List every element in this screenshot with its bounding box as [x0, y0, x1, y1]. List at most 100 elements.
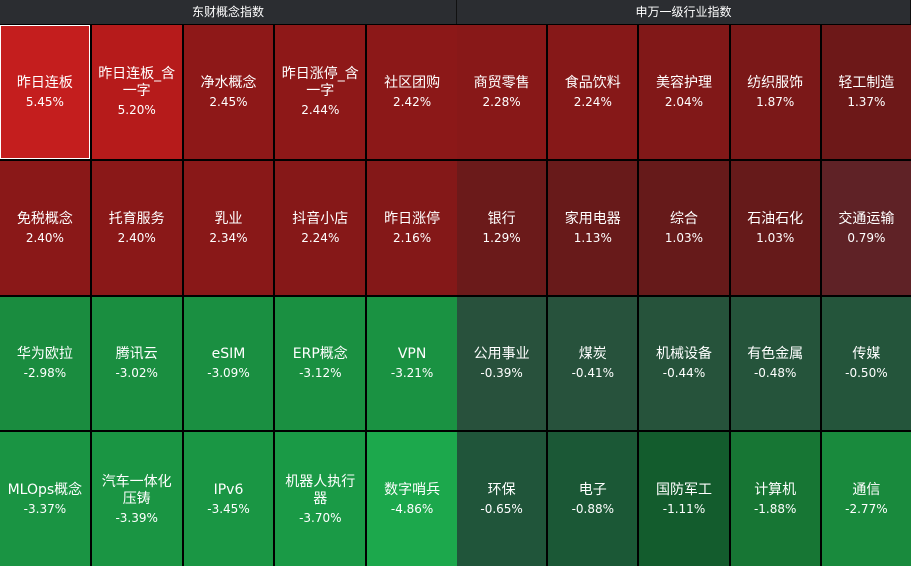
- tile-name: 美容护理: [655, 74, 712, 91]
- industry-tile[interactable]: 美容护理 2.04%: [639, 25, 729, 159]
- industry-tile[interactable]: 传媒 -0.50%: [821, 296, 911, 431]
- concept-tile[interactable]: 汽车一体化压铸 -3.39%: [91, 432, 182, 566]
- tile-change-percent: -3.02%: [115, 366, 158, 381]
- tile-name: 托育服务: [108, 210, 165, 227]
- concept-tile[interactable]: 净水概念 2.45%: [183, 25, 274, 159]
- industry-tile[interactable]: 公用事业 -0.39%: [457, 296, 547, 431]
- concept-tile[interactable]: 社区团购 2.42%: [367, 25, 457, 159]
- industry-tile[interactable]: 计算机 -1.88%: [730, 432, 820, 566]
- industry-tile[interactable]: 综合 1.03%: [639, 160, 729, 295]
- tile-name: 乳业: [214, 210, 243, 227]
- concept-tile[interactable]: 机器人执行器 -3.70%: [275, 432, 366, 566]
- concept-tile[interactable]: MLOps概念 -3.37%: [0, 432, 90, 566]
- tile-name: 社区团购: [384, 74, 441, 91]
- tile-name: 昨日连板_含一字: [98, 66, 176, 100]
- industry-tile[interactable]: 煤炭 -0.41%: [548, 296, 638, 431]
- tile-name: 计算机: [754, 482, 797, 499]
- tile-name: 通信: [852, 482, 881, 499]
- tile-change-percent: 1.13%: [573, 230, 612, 245]
- concept-tile[interactable]: 昨日连板 5.45%: [0, 25, 90, 159]
- tile-change-percent: 1.03%: [756, 230, 795, 245]
- concept-tile[interactable]: eSIM -3.09%: [183, 296, 274, 431]
- tile-change-percent: 2.16%: [393, 230, 432, 245]
- tile-change-percent: -0.48%: [753, 366, 797, 381]
- industry-tile[interactable]: 纺织服饰 1.87%: [730, 25, 820, 159]
- tile-name: 纺织服饰: [747, 74, 804, 91]
- tile-change-percent: 2.45%: [209, 94, 248, 109]
- industry-tile[interactable]: 食品饮料 2.24%: [548, 25, 638, 159]
- tile-change-percent: -1.88%: [753, 502, 797, 517]
- tile-change-percent: 2.40%: [117, 230, 156, 245]
- tile-change-percent: 2.24%: [301, 230, 340, 245]
- tile-change-percent: -3.70%: [299, 510, 342, 525]
- industry-tile[interactable]: 有色金属 -0.48%: [730, 296, 820, 431]
- tile-change-percent: 1.37%: [847, 94, 886, 109]
- industry-tile[interactable]: 国防军工 -1.11%: [639, 432, 729, 566]
- industry-tile[interactable]: 机械设备 -0.44%: [639, 296, 729, 431]
- tile-name: 有色金属: [747, 346, 804, 363]
- tile-change-percent: 2.40%: [25, 230, 64, 245]
- tile-change-percent: 5.20%: [117, 103, 156, 118]
- concept-tile[interactable]: IPv6 -3.45%: [183, 432, 274, 566]
- tile-name: 昨日连板: [16, 74, 73, 91]
- concept-tile[interactable]: VPN -3.21%: [367, 296, 457, 431]
- concept-tile[interactable]: 华为欧拉 -2.98%: [0, 296, 90, 431]
- tile-change-percent: 2.44%: [301, 103, 340, 118]
- industry-tile[interactable]: 电子 -0.88%: [548, 432, 638, 566]
- industry-tile[interactable]: 交通运输 0.79%: [821, 160, 911, 295]
- concept-tile[interactable]: 抖音小店 2.24%: [275, 160, 366, 295]
- tile-name: 公用事业: [473, 346, 530, 363]
- tile-change-percent: -3.09%: [207, 366, 250, 381]
- tile-change-percent: -0.50%: [845, 366, 888, 381]
- tile-name: 电子: [578, 482, 607, 499]
- tile-name: 昨日涨停: [384, 210, 441, 227]
- concept-tile[interactable]: 托育服务 2.40%: [91, 160, 182, 295]
- tile-change-percent: -0.39%: [480, 366, 523, 381]
- industry-tile[interactable]: 通信 -2.77%: [821, 432, 911, 566]
- concept-tile[interactable]: 昨日连板_含一字 5.20%: [91, 25, 182, 159]
- tile-change-percent: 2.42%: [393, 94, 432, 109]
- tile-change-percent: -0.88%: [571, 502, 615, 517]
- industry-tile[interactable]: 家用电器 1.13%: [548, 160, 638, 295]
- tile-change-percent: 1.29%: [482, 230, 521, 245]
- tile-name: 环保: [487, 482, 516, 499]
- concept-tile[interactable]: ERP概念 -3.12%: [275, 296, 366, 431]
- industry-index-panel: 申万一级行业指数 商贸零售 2.28% 食品饮料 2.24% 美容护理 2.04% 纺织服饰…: [457, 0, 911, 566]
- tile-change-percent: 2.28%: [482, 94, 521, 109]
- industry-tile[interactable]: 石油石化 1.03%: [730, 160, 820, 295]
- tile-change-percent: -0.41%: [571, 366, 615, 381]
- tile-name: 华为欧拉: [16, 346, 73, 363]
- industry-tile[interactable]: 环保 -0.65%: [457, 432, 547, 566]
- tile-change-percent: -3.39%: [115, 510, 158, 525]
- tile-change-percent: -3.12%: [299, 366, 342, 381]
- concept-index-grid: 昨日连板 5.45% 昨日连板_含一字 5.20% 净水概念 2.45% 昨日涨停_含一字 2…: [0, 24, 457, 566]
- tile-name: 石油石化: [747, 210, 804, 227]
- tile-change-percent: 2.04%: [664, 94, 704, 109]
- tile-name: 净水概念: [200, 74, 257, 91]
- concept-index-panel: 东财概念指数 昨日连板 5.45% 昨日连板_含一字 5.20% 净水概念 2.45% 昨日…: [0, 0, 457, 566]
- concept-tile[interactable]: 数字哨兵 -4.86%: [367, 432, 457, 566]
- concept-tile[interactable]: 昨日涨停_含一字 2.44%: [275, 25, 366, 159]
- tile-change-percent: -3.45%: [207, 502, 250, 517]
- industry-tile[interactable]: 商贸零售 2.28%: [457, 25, 547, 159]
- tile-name: 免税概念: [16, 210, 73, 227]
- tile-change-percent: -3.37%: [23, 502, 67, 517]
- tile-change-percent: -3.21%: [390, 366, 434, 381]
- tile-name: 轻工制造: [838, 74, 895, 91]
- tile-name: 煤炭: [578, 346, 607, 363]
- industry-index-header: 申万一级行业指数: [457, 0, 911, 24]
- tile-name: ERP概念: [292, 346, 348, 363]
- industry-tile[interactable]: 轻工制造 1.37%: [821, 25, 911, 159]
- tile-name: VPN: [397, 346, 427, 363]
- tile-change-percent: -0.44%: [662, 366, 706, 381]
- concept-tile[interactable]: 腾讯云 -3.02%: [91, 296, 182, 431]
- concept-tile[interactable]: 免税概念 2.40%: [0, 160, 90, 295]
- tile-name: MLOps概念: [7, 482, 83, 499]
- industry-tile[interactable]: 银行 1.29%: [457, 160, 547, 295]
- concept-tile[interactable]: 昨日涨停 2.16%: [367, 160, 457, 295]
- tile-name: 机器人执行器: [285, 473, 356, 507]
- tile-name: 汽车一体化压铸: [101, 473, 172, 507]
- tile-name: 数字哨兵: [384, 482, 441, 499]
- concept-tile[interactable]: 乳业 2.34%: [183, 160, 274, 295]
